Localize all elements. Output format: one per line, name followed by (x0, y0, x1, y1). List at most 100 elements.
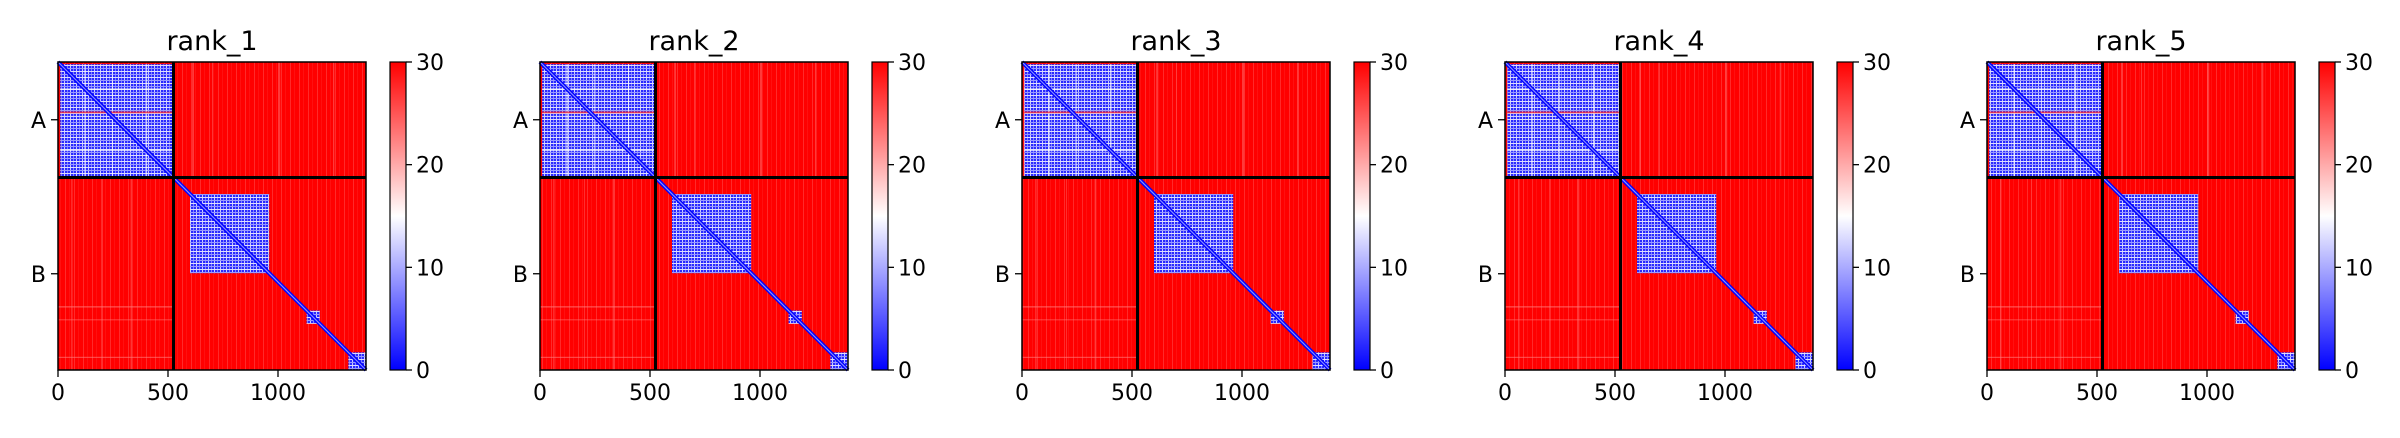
heatmap-band (84, 64, 86, 177)
heatmap-streak (1577, 177, 1580, 370)
heatmap-band (1024, 88, 1137, 90)
heatmap-streak (815, 62, 817, 178)
heatmap-band (542, 88, 655, 90)
heatmap-streak (1022, 319, 1138, 321)
heatmap-streak (584, 177, 585, 370)
heatmap-streak (1987, 356, 2103, 358)
heatmap-streak (1725, 62, 1728, 178)
heatmap-streak (2207, 62, 2210, 178)
panel-title: rank_4 (1613, 26, 1704, 57)
colorbar (871, 61, 889, 371)
heatmap-streak (1780, 62, 1782, 178)
heatmap-streak (102, 177, 103, 370)
x-tick-label: 1000 (2179, 381, 2235, 406)
heatmap-band (2013, 64, 2015, 177)
heatmap-streak (212, 62, 213, 178)
y-tick-label: A (1478, 109, 1493, 134)
colorbar-tick-label: 0 (416, 359, 430, 384)
colorbar-tick-label: 20 (1863, 154, 1891, 179)
x-tick-label: 500 (629, 381, 671, 406)
x-tick-label: 1000 (732, 381, 788, 406)
heatmap-band (1048, 64, 1050, 177)
heatmap-streak (1066, 177, 1067, 370)
heatmap-streak (1242, 62, 1245, 178)
pae-panel-2: rank_2 0 500 1000 A B 0 10 20 30 (513, 26, 926, 406)
heatmap-band (1024, 111, 1137, 114)
x-tick-label: 1000 (250, 381, 306, 406)
heatmap-band (1024, 115, 1137, 117)
colorbar-tick-label: 20 (1380, 154, 1408, 179)
heatmap-streak (58, 306, 174, 308)
colorbar-tick-label: 20 (416, 154, 444, 179)
colorbar-tick-label: 0 (1863, 359, 1877, 384)
pae-panel-5: rank_5 0 500 1000 A B 0 10 20 30 (1960, 26, 2373, 406)
pae-panel-3: rank_3 0 500 1000 A B 0 10 20 30 (995, 26, 1408, 406)
heatmap-frame (57, 61, 367, 371)
x-tick-label: 500 (147, 381, 189, 406)
heatmap-band (1989, 88, 2102, 90)
heatmap-streak (1156, 62, 1158, 178)
heatmap-streak (1639, 62, 1641, 178)
colorbar (1836, 61, 1854, 371)
heatmap-band (1507, 88, 1620, 90)
heatmap-band (60, 150, 173, 152)
colorbar-tick-label: 10 (1380, 256, 1408, 281)
x-tick-label: 1000 (1697, 381, 1753, 406)
x-tick-label: 0 (1980, 381, 1994, 406)
heatmap-band (1989, 115, 2102, 117)
heatmap-diagonal-highlight (1986, 61, 2296, 371)
heatmap-streak (760, 62, 763, 178)
heatmap-streak (1022, 306, 1138, 308)
x-tick-label: 0 (1015, 381, 1029, 406)
heatmap-diagonal-highlight (1021, 61, 1331, 371)
pae-panel-4: rank_4 0 500 1000 A B 0 10 20 30 (1478, 26, 1891, 406)
colorbar-tick-label: 0 (2345, 359, 2359, 384)
heatmap-band (1989, 111, 2102, 114)
heatmap-band (2040, 64, 2042, 177)
heatmap-streak (1987, 306, 2103, 308)
heatmap-streak (2000, 177, 2002, 370)
colorbar-tick-label: 0 (898, 359, 912, 384)
colorbar-tick-label: 30 (898, 51, 926, 76)
heatmap-diagonal-highlight (539, 61, 849, 371)
heatmap-band (593, 64, 595, 177)
x-tick-label: 500 (1594, 381, 1636, 406)
x-tick-label: 0 (1498, 381, 1512, 406)
heatmap-band (1558, 64, 1560, 177)
heatmap-band (1507, 115, 1620, 117)
panel-title: rank_5 (2095, 26, 2186, 57)
heatmap-band (542, 150, 655, 152)
panel-title: rank_1 (166, 26, 257, 57)
heatmap-band (1531, 64, 1533, 177)
heatmap-streak (71, 177, 73, 370)
x-tick-label: 500 (2076, 381, 2118, 406)
y-tick-label: B (1478, 263, 1493, 288)
colorbar-tick-label: 10 (416, 256, 444, 281)
heatmap-streak (1659, 62, 1660, 178)
heatmap-band (1024, 150, 1137, 152)
heatmap-streak (1035, 177, 1037, 370)
heatmap-streak (674, 62, 676, 178)
y-tick-label: B (995, 263, 1010, 288)
heatmap-streak (694, 62, 695, 178)
colorbar-tick-label: 10 (1863, 256, 1891, 281)
y-tick-label: B (513, 263, 528, 288)
heatmap-frame (1021, 61, 1331, 371)
heatmap-streak (2141, 62, 2142, 178)
heatmap-streak (1987, 319, 2103, 321)
heatmap-band (1593, 64, 1595, 177)
heatmap-streak (58, 319, 174, 321)
y-tick-label: A (995, 109, 1010, 134)
heatmap-band (542, 115, 655, 117)
heatmap-streak (540, 356, 656, 358)
heatmap-band (1989, 150, 2102, 152)
heatmap-streak (2262, 62, 2264, 178)
colorbar-tick-label: 0 (1380, 359, 1394, 384)
heatmap-streak (1022, 356, 1138, 358)
heatmap-streak (553, 177, 555, 370)
heatmap-band (542, 111, 655, 114)
x-tick-label: 500 (1111, 381, 1153, 406)
colorbar-tick-label: 10 (898, 256, 926, 281)
y-tick-label: A (1960, 109, 1975, 134)
